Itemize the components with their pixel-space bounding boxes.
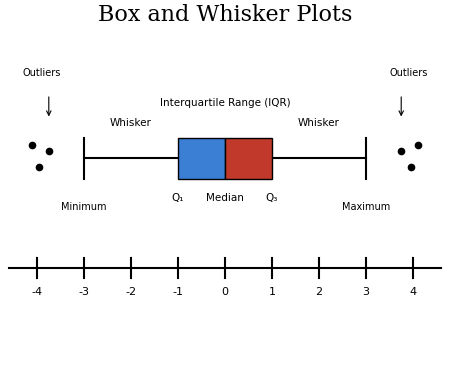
Text: -4: -4 (32, 287, 43, 296)
Title: Box and Whisker Plots: Box and Whisker Plots (98, 4, 352, 26)
Text: 3: 3 (362, 287, 369, 296)
Text: Outliers: Outliers (22, 68, 61, 78)
Text: Whisker: Whisker (298, 119, 340, 128)
Text: Interquartile Range (IQR): Interquartile Range (IQR) (160, 98, 290, 108)
Text: -3: -3 (79, 287, 90, 296)
Text: 4: 4 (410, 287, 417, 296)
Text: Outliers: Outliers (389, 68, 428, 78)
Text: Q₁: Q₁ (172, 193, 184, 203)
Text: Maximum: Maximum (342, 202, 390, 212)
Text: 2: 2 (315, 287, 323, 296)
Text: 0: 0 (221, 287, 229, 296)
Text: -1: -1 (172, 287, 184, 296)
Text: Minimum: Minimum (61, 202, 107, 212)
Text: Q₃: Q₃ (266, 193, 278, 203)
Bar (178, 138, 225, 179)
Text: Whisker: Whisker (110, 119, 152, 128)
Text: Median: Median (206, 193, 244, 203)
Text: 1: 1 (269, 287, 275, 296)
Text: -2: -2 (126, 287, 137, 296)
Bar (225, 138, 272, 179)
